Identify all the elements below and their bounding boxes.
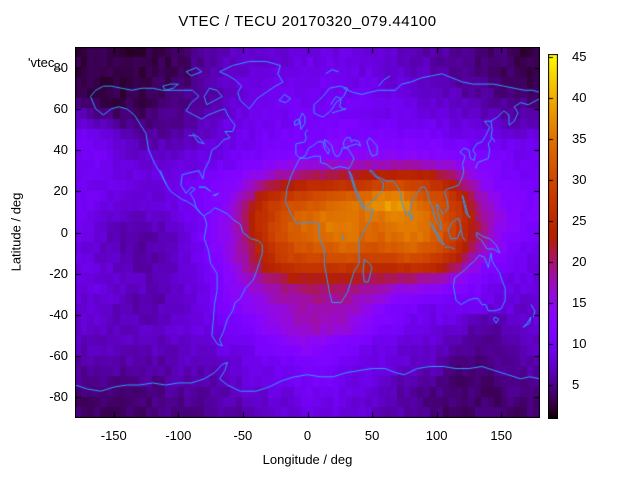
- x-tick-label: 50: [364, 428, 380, 443]
- x-tick-label: 0: [303, 428, 312, 443]
- x-tick-label: -150: [100, 428, 127, 443]
- colorbar-tick-label: 15: [572, 295, 587, 311]
- y-tick-label: -80: [49, 389, 68, 405]
- colorbar-tick-label: 45: [572, 49, 587, 65]
- x-tick-label: 100: [425, 428, 448, 443]
- x-axis-label: Longitude / deg: [262, 452, 353, 467]
- y-tick-label: -20: [49, 265, 68, 281]
- y-tick-label: 20: [53, 183, 68, 199]
- y-tick-label: -40: [49, 306, 68, 322]
- y-tick-label: -60: [49, 348, 68, 364]
- colorbar-tick-label: 10: [572, 336, 587, 352]
- y-tick-label: 60: [53, 100, 68, 116]
- y-tick-label: 0: [60, 224, 68, 240]
- plot-title: VTEC / TECU 20170320_079.44100: [178, 13, 437, 30]
- colorbar-tick-label: 20: [572, 254, 587, 270]
- y-tick-label: 40: [53, 142, 68, 158]
- tec-heatmap-canvas: [75, 47, 540, 418]
- colorbar-tick-label: 35: [572, 131, 587, 147]
- x-tick-label: -50: [233, 428, 253, 443]
- colorbar-tick-label: 25: [572, 213, 587, 229]
- colorbar-tick-label: 40: [572, 90, 587, 106]
- colorbar-tick-label: 5: [572, 377, 580, 393]
- colorbar-canvas: [548, 54, 558, 419]
- x-tick-label: -100: [165, 428, 192, 443]
- colorbar-tick-label: 30: [572, 172, 587, 188]
- y-tick-label: 80: [53, 59, 68, 75]
- key-overlay-text: 'vtec_: [28, 55, 62, 70]
- x-tick-label: 150: [490, 428, 513, 443]
